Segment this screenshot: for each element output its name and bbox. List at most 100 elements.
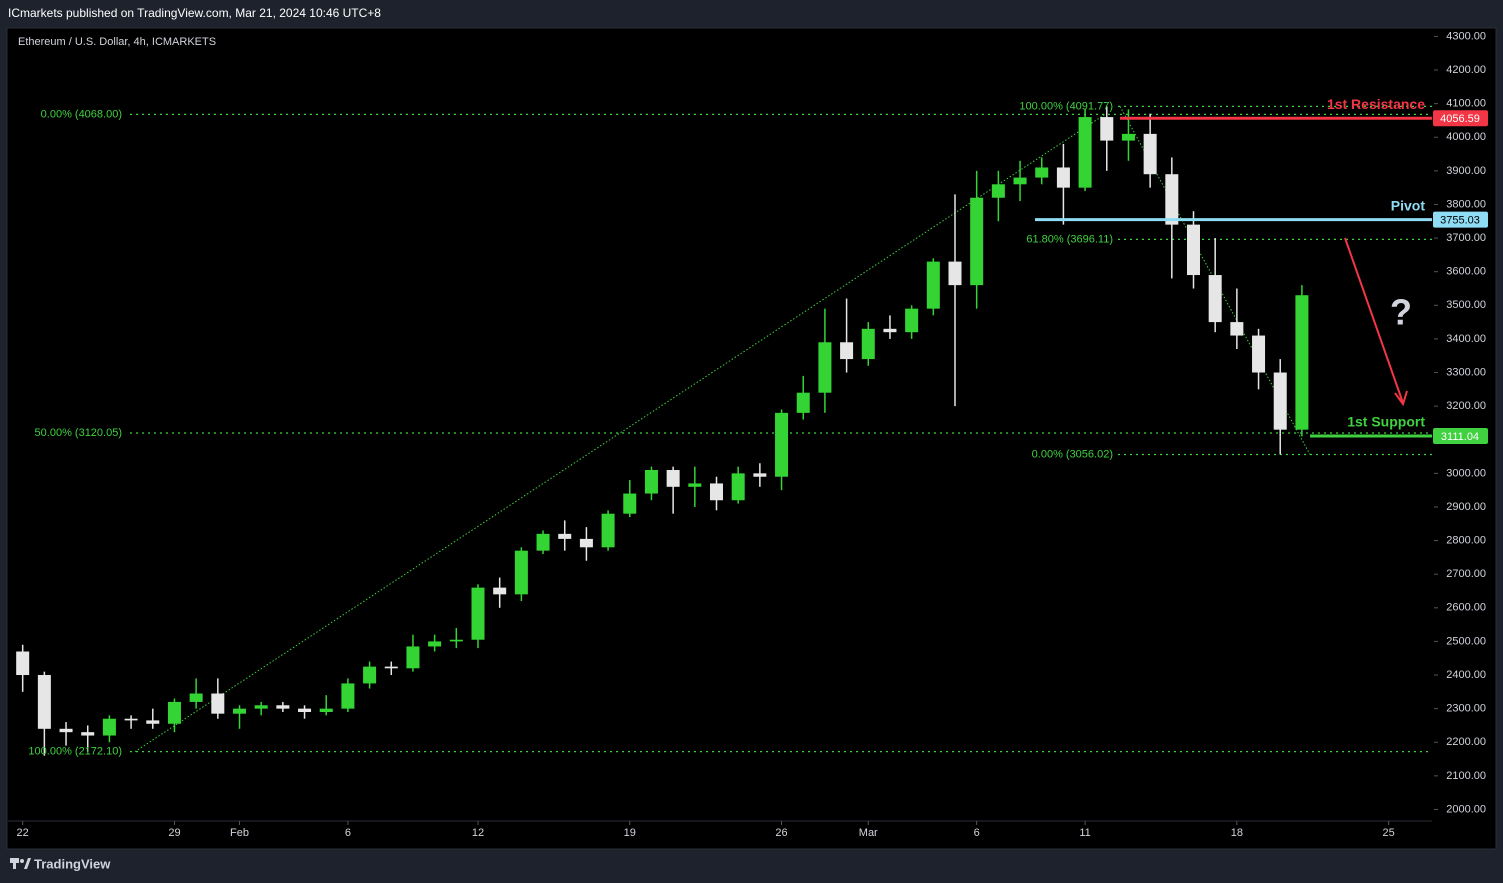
candle-body <box>232 708 247 714</box>
x-tick-label: Feb <box>230 827 249 839</box>
publisher: ICmarkets published on TradingView.com, … <box>8 6 381 20</box>
annotation: ? <box>1390 292 1412 333</box>
x-tick-label: 22 <box>17 827 29 839</box>
chart-title: Ethereum / U.S. Dollar, 4h, ICMARKETS <box>18 36 216 48</box>
candle-body <box>1100 117 1114 141</box>
candle-body <box>1165 174 1179 225</box>
candle-body <box>254 705 268 709</box>
y-tick-label: 4300.00 <box>1446 30 1486 42</box>
y-tick-label: 3700.00 <box>1446 232 1486 244</box>
candle-body <box>970 197 984 286</box>
y-tick-label: 3400.00 <box>1446 333 1486 345</box>
x-tick-label: 19 <box>624 827 636 839</box>
y-tick-label: 2500.00 <box>1446 635 1486 647</box>
fib-label: 61.80% (3696.11) <box>1026 233 1113 245</box>
y-tick-label: 3600.00 <box>1446 266 1486 278</box>
y-tick-label: 4200.00 <box>1446 64 1486 76</box>
chart-frame <box>6 27 1497 850</box>
level-name: 1st Resistance <box>1327 96 1425 112</box>
candle-body <box>428 641 442 647</box>
y-tick-label: 2100.00 <box>1446 770 1486 782</box>
plot-area: 2000.00 2100.00 2200.00 2300.00 2400.00 2500.… <box>8 30 1488 839</box>
candle-body <box>753 473 767 477</box>
y-tick-label: 3200.00 <box>1446 400 1486 412</box>
y-tick-label: 3900.00 <box>1446 165 1486 177</box>
y-tick-label: 3800.00 <box>1446 198 1486 210</box>
y-tick-label: 2900.00 <box>1446 501 1486 513</box>
y-tick-label: 2400.00 <box>1446 669 1486 681</box>
candle-body <box>37 675 51 729</box>
y-tick-label: 4100.00 <box>1446 98 1486 110</box>
price-tag <box>1433 211 1488 228</box>
candle-body <box>276 705 290 709</box>
candle-body <box>861 328 875 360</box>
plot-layer <box>8 105 1432 822</box>
candle-body <box>59 728 73 733</box>
candle-body <box>341 683 355 709</box>
candle-body <box>189 693 203 702</box>
y-tick-label: 2000.00 <box>1446 803 1486 815</box>
y-tick-label: 3000.00 <box>1446 467 1486 479</box>
y-tick-label: 4000.00 <box>1446 131 1486 143</box>
price-tag-label: 3755.03 <box>1440 214 1480 226</box>
candle-body <box>818 342 832 393</box>
candle-body <box>709 483 724 501</box>
candle-body <box>1186 224 1201 276</box>
candle-body <box>558 533 572 539</box>
price-tag-label: 4056.59 <box>1440 113 1480 125</box>
logo-mark <box>13 858 16 869</box>
candle-body <box>644 469 658 494</box>
x-tick-label: 25 <box>1383 827 1395 839</box>
candle-body <box>471 587 485 640</box>
candle-body <box>406 646 420 669</box>
price-tag <box>1433 110 1488 127</box>
candle-body <box>601 513 615 548</box>
candle-body <box>1035 167 1049 178</box>
fib-label: 0.00% (3056.02) <box>1032 448 1113 460</box>
candle-body <box>926 261 940 309</box>
trend-line <box>134 113 1106 753</box>
fib-label: 50.00% (3120.05) <box>35 427 122 439</box>
candle-body <box>449 639 463 642</box>
brand-logo <box>10 858 31 869</box>
y-tick-label: 2600.00 <box>1446 602 1486 614</box>
y-tick-label: 2200.00 <box>1446 736 1486 748</box>
fib-label: 0.00% (4068.00) <box>41 108 122 120</box>
candle-body <box>514 550 528 595</box>
candle-body <box>775 412 789 477</box>
candle-body <box>1143 133 1157 175</box>
candle-body <box>666 469 680 487</box>
x-tick-label: 26 <box>775 827 787 839</box>
candle-body <box>81 732 95 736</box>
candle-body <box>102 718 116 736</box>
x-tick-label: 29 <box>168 827 180 839</box>
candle-body <box>536 533 550 551</box>
candle-body <box>211 693 225 714</box>
y-tick-label: 2800.00 <box>1446 534 1486 546</box>
candle-body <box>1121 133 1135 141</box>
candle-body <box>146 720 160 724</box>
candle-body <box>1273 372 1287 430</box>
candle-body <box>124 718 138 721</box>
price-tag <box>1433 428 1488 445</box>
candle-body <box>298 708 312 712</box>
candle-body <box>905 308 919 333</box>
x-tick-label: 6 <box>345 827 351 839</box>
candle-body <box>384 666 398 669</box>
candle-body <box>1252 335 1266 373</box>
candle-body <box>1078 117 1092 188</box>
candle-body <box>1056 167 1070 188</box>
candle-body <box>319 708 333 712</box>
level-name: 1st Support <box>1347 414 1425 430</box>
fib-label: 100.00% (4091.77) <box>1019 100 1113 112</box>
y-tick-label: 3500.00 <box>1446 299 1486 311</box>
candle-body <box>363 666 377 684</box>
arrow-head <box>1394 390 1408 407</box>
y-tick-label: 2300.00 <box>1446 703 1486 715</box>
fib-label: 100.00% (2172.10) <box>28 746 122 758</box>
candle-body <box>948 261 962 286</box>
candle-body <box>883 328 897 333</box>
candle-body <box>731 473 745 501</box>
